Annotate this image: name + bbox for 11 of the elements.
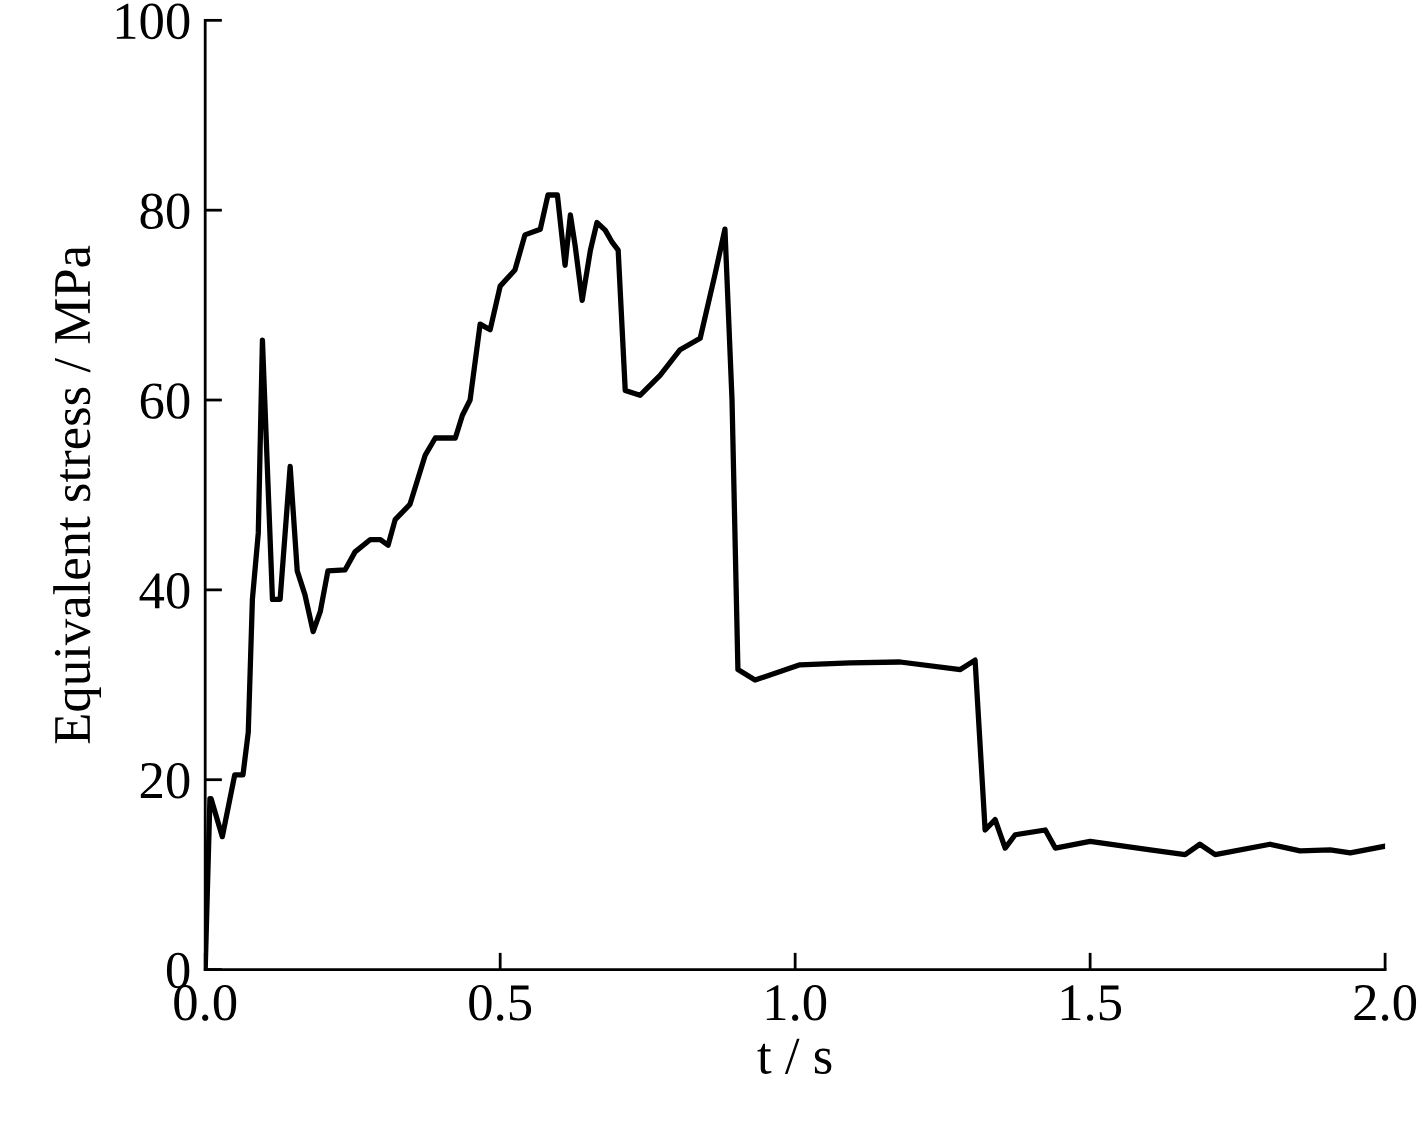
y-tick-label: 20 [140,762,190,799]
y-tick-label: 80 [140,193,190,230]
y-axis-title: Equivalent stress / MPa [53,245,102,744]
y-tick-label: 60 [140,383,190,419]
y-tick-label: 40 [139,573,190,609]
x-axis-title: t / s [757,1038,832,1074]
x-tick-label: 0.5 [469,984,532,1021]
x-tick-label: 1.0 [766,984,827,1021]
x-tick-label: 2.0 [1354,984,1417,1021]
x-tick-label: 1.5 [1061,985,1122,1021]
y-tick-label: 100 [116,3,190,40]
